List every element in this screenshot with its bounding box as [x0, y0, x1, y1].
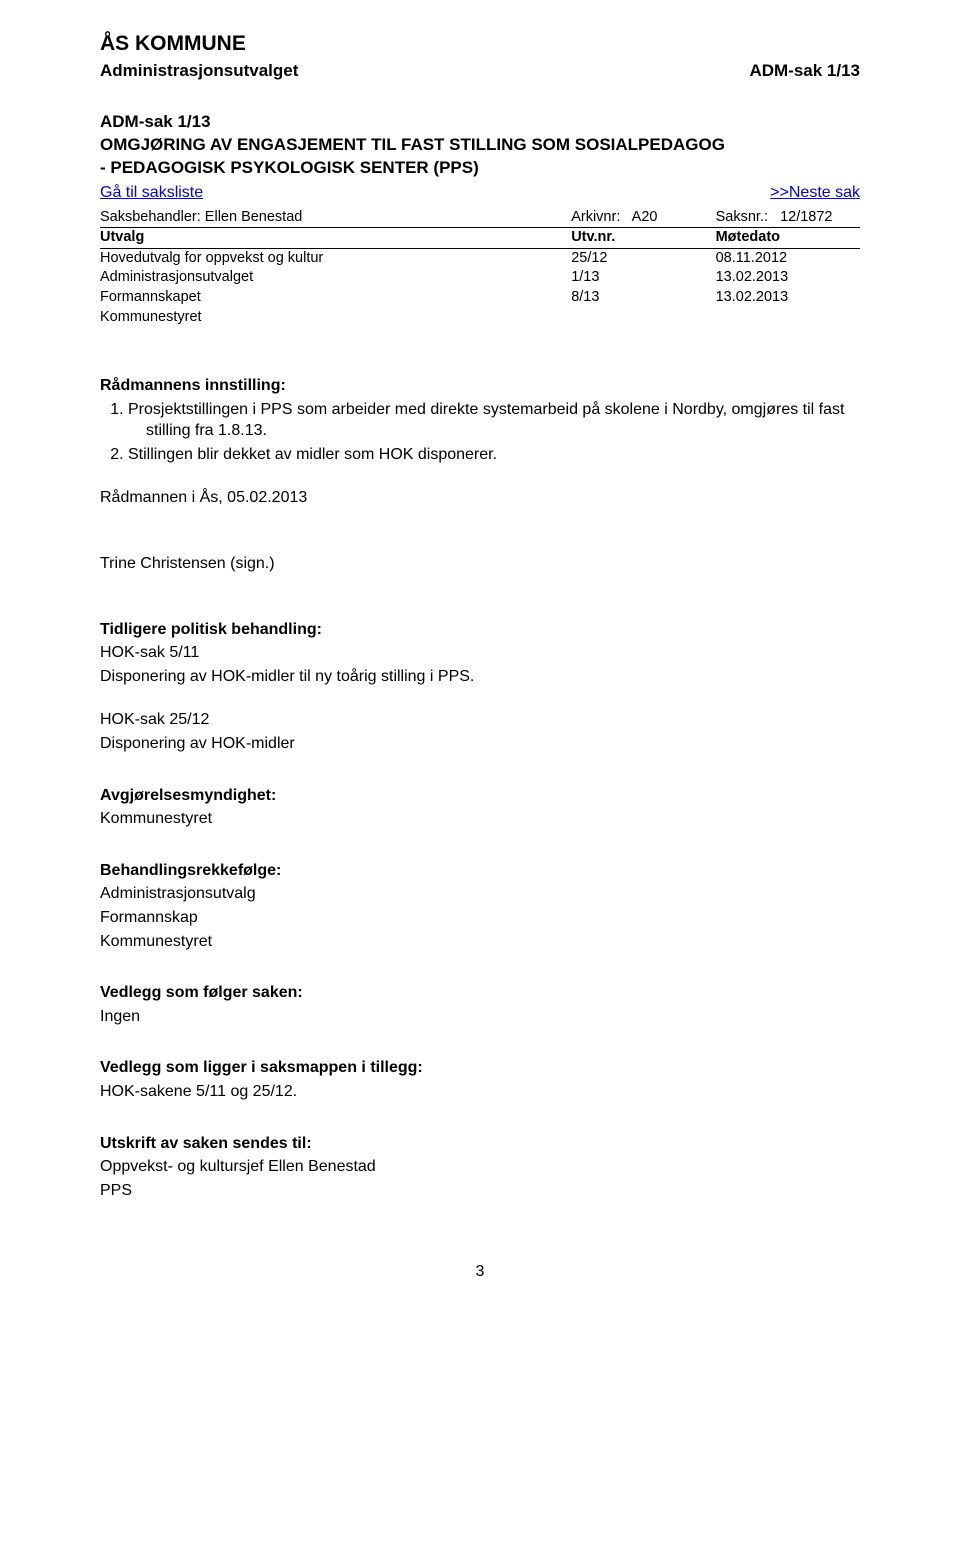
- case-ref-header: ADM-sak 1/13: [749, 60, 860, 83]
- col-utvnr-header: Utv.nr.: [571, 228, 715, 249]
- utskrift-line: Oppvekst- og kultursjef Ellen Benestad: [100, 1156, 860, 1178]
- nav-prev-link[interactable]: Gå til saksliste: [100, 182, 203, 204]
- vedlegg-ligger-section: Vedlegg som ligger i saksmappen i tilleg…: [100, 1057, 860, 1102]
- utvalg-cell: Hovedutvalg for oppvekst og kultur: [100, 248, 571, 268]
- col-motedato-header: Møtedato: [716, 228, 860, 249]
- vedlegg-folger-title: Vedlegg som følger saken:: [100, 982, 860, 1004]
- table-row: Hovedutvalg for oppvekst og kultur 25/12…: [100, 248, 860, 268]
- table-row: Formannskapet 8/13 13.02.2013: [100, 288, 860, 308]
- utvnr-cell: 1/13: [571, 268, 715, 288]
- meta-handler-row: Saksbehandler: Ellen Benestad Arkivnr: A…: [100, 208, 860, 228]
- utvnr-cell: [571, 308, 715, 328]
- rekkefolge-title: Behandlingsrekkefølge:: [100, 860, 860, 882]
- motedato-cell: 13.02.2013: [716, 288, 860, 308]
- tidligere-line3: HOK-sak 25/12: [100, 709, 860, 731]
- motedato-cell: 08.11.2012: [716, 248, 860, 268]
- utvalg-cell: Formannskapet: [100, 288, 571, 308]
- table-row: Administrasjonsutvalget 1/13 13.02.2013: [100, 268, 860, 288]
- utskrift-title: Utskrift av saken sendes til:: [100, 1133, 860, 1155]
- utvalg-cell: Kommunestyret: [100, 308, 571, 328]
- case-subtitle: - PEDAGOGISK PSYKOLOGISK SENTER (PPS): [100, 157, 860, 180]
- nav-next-link[interactable]: >>Neste sak: [770, 182, 860, 204]
- committee-name: Administrasjonsutvalget: [100, 60, 298, 83]
- tidligere-line2: Disponering av HOK-midler til ny toårig …: [100, 666, 860, 688]
- arkivnr-label: Arkivnr:: [571, 209, 620, 225]
- handler-name: Ellen Benestad: [205, 209, 303, 225]
- arkivnr-value: A20: [632, 209, 658, 225]
- utskrift-line: PPS: [100, 1180, 860, 1202]
- document-header: ÅS KOMMUNE Administrasjonsutvalget ADM-s…: [100, 30, 860, 83]
- innstilling-title: Rådmannens innstilling:: [100, 375, 860, 397]
- innstilling-section: Rådmannens innstilling: Prosjektstilling…: [100, 375, 860, 575]
- col-utvalg-header: Utvalg: [100, 228, 571, 249]
- nav-row: Gå til saksliste >>Neste sak: [100, 182, 860, 204]
- rekkefolge-section: Behandlingsrekkefølge: Administrasjonsut…: [100, 860, 860, 952]
- avgjor-title: Avgjørelsesmyndighet:: [100, 785, 860, 807]
- utvalg-cell: Administrasjonsutvalget: [100, 268, 571, 288]
- rekkefolge-line: Kommunestyret: [100, 931, 860, 953]
- innstilling-list: Prosjektstillingen i PPS som arbeider me…: [100, 399, 860, 466]
- vedlegg-ligger-title: Vedlegg som ligger i saksmappen i tilleg…: [100, 1057, 860, 1079]
- case-title: OMGJØRING AV ENGASJEMENT TIL FAST STILLI…: [100, 134, 860, 157]
- tidligere-line1: HOK-sak 5/11: [100, 642, 860, 664]
- list-item: Stillingen blir dekket av midler som HOK…: [128, 444, 860, 466]
- utvnr-cell: 25/12: [571, 248, 715, 268]
- table-row: Kommunestyret: [100, 308, 860, 328]
- avgjor-body: Kommunestyret: [100, 808, 860, 830]
- rekkefolge-line: Administrasjonsutvalg: [100, 883, 860, 905]
- vedlegg-ligger-body: HOK-sakene 5/11 og 25/12.: [100, 1081, 860, 1103]
- motedato-cell: 13.02.2013: [716, 268, 860, 288]
- header-sub-row: Administrasjonsutvalget ADM-sak 1/13: [100, 60, 860, 83]
- handler-label: Saksbehandler:: [100, 209, 201, 225]
- meta-header-row: Utvalg Utv.nr. Møtedato: [100, 228, 860, 249]
- org-name: ÅS KOMMUNE: [100, 30, 860, 58]
- utvnr-cell: 8/13: [571, 288, 715, 308]
- list-item: Prosjektstillingen i PPS som arbeider me…: [128, 399, 860, 442]
- signed-place: Rådmannen i Ås, 05.02.2013: [100, 487, 860, 509]
- vedlegg-folger-section: Vedlegg som følger saken: Ingen: [100, 982, 860, 1027]
- signer: Trine Christensen (sign.): [100, 553, 860, 575]
- tidligere-line4: Disponering av HOK-midler: [100, 733, 860, 755]
- meta-table: Saksbehandler: Ellen Benestad Arkivnr: A…: [100, 208, 860, 327]
- page-number: 3: [100, 1261, 860, 1283]
- tidligere-title: Tidligere politisk behandling:: [100, 619, 860, 641]
- saksnr-label: Saksnr.:: [716, 209, 768, 225]
- utskrift-section: Utskrift av saken sendes til: Oppvekst- …: [100, 1133, 860, 1202]
- rekkefolge-line: Formannskap: [100, 907, 860, 929]
- motedato-cell: [716, 308, 860, 328]
- saksnr-value: 12/1872: [780, 209, 832, 225]
- case-block: ADM-sak 1/13 OMGJØRING AV ENGASJEMENT TI…: [100, 111, 860, 203]
- case-id: ADM-sak 1/13: [100, 111, 860, 134]
- tidligere-section: Tidligere politisk behandling: HOK-sak 5…: [100, 619, 860, 755]
- vedlegg-folger-body: Ingen: [100, 1006, 860, 1028]
- avgjor-section: Avgjørelsesmyndighet: Kommunestyret: [100, 785, 860, 830]
